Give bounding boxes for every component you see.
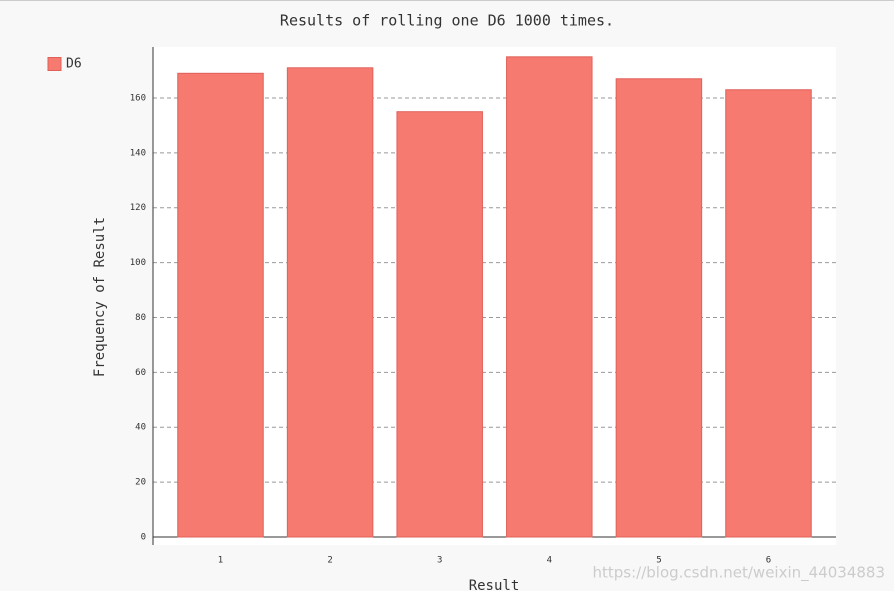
bar bbox=[615, 78, 703, 538]
bar bbox=[506, 56, 593, 538]
y-tick-label: 80 bbox=[135, 313, 146, 323]
y-tick-label: 40 bbox=[135, 423, 146, 433]
bar bbox=[396, 111, 483, 538]
y-tick-label: 100 bbox=[130, 258, 146, 268]
legend-label: D6 bbox=[66, 57, 82, 72]
legend-swatch bbox=[47, 57, 62, 71]
x-tick-label: 2 bbox=[327, 556, 332, 566]
y-tick-label: 0 bbox=[141, 533, 146, 543]
y-tick-label: 160 bbox=[130, 93, 146, 103]
x-axis-label: Result bbox=[469, 578, 520, 591]
bar bbox=[725, 89, 812, 538]
x-tick-label: 1 bbox=[218, 556, 223, 566]
y-tick-label: 140 bbox=[130, 148, 146, 158]
chart-title: Results of rolling one D6 1000 times. bbox=[280, 12, 614, 30]
y-tick-label: 60 bbox=[135, 368, 146, 378]
watermark: https://blog.csdn.net/weixin_44034883 bbox=[592, 564, 885, 583]
y-tick-label: 120 bbox=[130, 203, 146, 213]
bar bbox=[286, 67, 374, 538]
y-tick-label: 20 bbox=[135, 478, 146, 488]
x-tick-label: 6 bbox=[766, 556, 771, 566]
bar bbox=[177, 72, 264, 538]
plot-area bbox=[153, 47, 836, 545]
x-tick-label: 5 bbox=[656, 556, 661, 566]
x-tick-label: 3 bbox=[437, 556, 442, 566]
x-tick-label: 4 bbox=[547, 556, 552, 566]
y-axis-label: Frequency of Result bbox=[92, 217, 108, 377]
